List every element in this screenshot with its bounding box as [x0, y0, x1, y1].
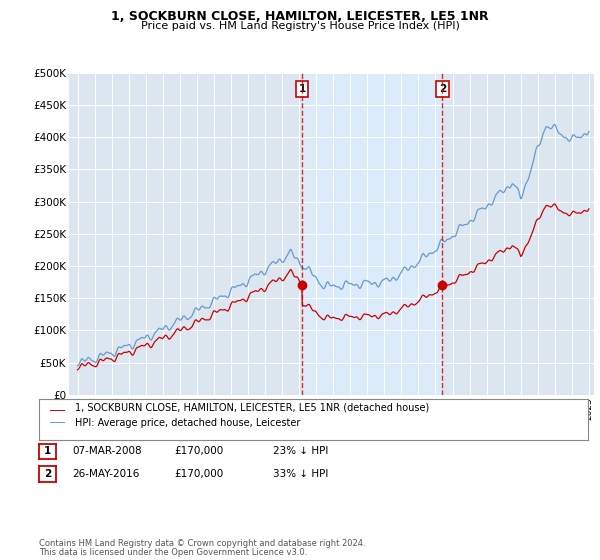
Text: 2: 2	[439, 84, 446, 94]
Text: 1: 1	[44, 446, 51, 456]
Bar	[302, 73, 442, 395]
Text: 33% ↓ HPI: 33% ↓ HPI	[273, 469, 328, 479]
Text: 2: 2	[44, 469, 51, 479]
Text: ——: ——	[50, 404, 65, 417]
Text: 1: 1	[299, 84, 306, 94]
Text: £170,000: £170,000	[174, 446, 223, 456]
Text: 07-MAR-2008: 07-MAR-2008	[72, 446, 142, 456]
Text: 1, SOCKBURN CLOSE, HAMILTON, LEICESTER, LE5 1NR (detached house): 1, SOCKBURN CLOSE, HAMILTON, LEICESTER, …	[75, 403, 429, 413]
Text: 23% ↓ HPI: 23% ↓ HPI	[273, 446, 328, 456]
Text: £170,000: £170,000	[174, 469, 223, 479]
Text: 1, SOCKBURN CLOSE, HAMILTON, LEICESTER, LE5 1NR: 1, SOCKBURN CLOSE, HAMILTON, LEICESTER, …	[111, 10, 489, 23]
Text: HPI: Average price, detached house, Leicester: HPI: Average price, detached house, Leic…	[75, 418, 301, 428]
Text: Contains HM Land Registry data © Crown copyright and database right 2024.: Contains HM Land Registry data © Crown c…	[39, 539, 365, 548]
Text: Price paid vs. HM Land Registry's House Price Index (HPI): Price paid vs. HM Land Registry's House …	[140, 21, 460, 31]
Text: 26-MAY-2016: 26-MAY-2016	[72, 469, 139, 479]
Text: This data is licensed under the Open Government Licence v3.0.: This data is licensed under the Open Gov…	[39, 548, 307, 557]
Text: ——: ——	[50, 416, 65, 429]
